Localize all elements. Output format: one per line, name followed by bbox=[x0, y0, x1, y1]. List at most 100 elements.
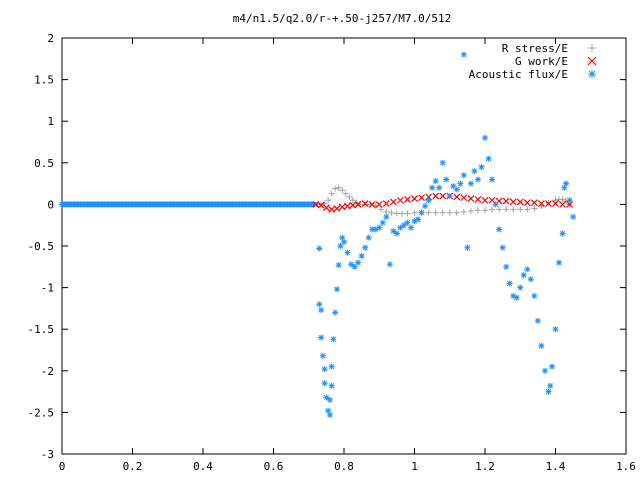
series-point-d2 bbox=[502, 197, 510, 205]
y-tick-label: -1.5 bbox=[28, 323, 55, 336]
series-point-d2 bbox=[509, 198, 517, 206]
series-point bbox=[333, 286, 340, 293]
series-point bbox=[547, 382, 554, 389]
series-point-d2 bbox=[478, 164, 485, 170]
series-acoustic-flux-e bbox=[316, 51, 577, 418]
series-point bbox=[351, 263, 358, 270]
x-tick-label: 0.8 bbox=[334, 460, 354, 473]
series-point-d2 bbox=[528, 276, 534, 282]
series-point-d2 bbox=[338, 203, 346, 211]
legend-label: R stress/E bbox=[502, 42, 568, 55]
series-point-d2 bbox=[351, 264, 358, 270]
series-point bbox=[496, 226, 503, 233]
x-tick-label: 1.4 bbox=[546, 460, 566, 473]
series-point-d2 bbox=[396, 196, 404, 204]
series-point bbox=[559, 200, 566, 208]
series-point bbox=[474, 207, 481, 214]
series-point bbox=[559, 196, 566, 203]
series-point bbox=[467, 208, 474, 215]
series-point-d2 bbox=[337, 243, 344, 249]
series-point-d2 bbox=[475, 176, 481, 183]
series-point bbox=[379, 219, 386, 226]
series-point bbox=[332, 185, 339, 192]
series-point-d2 bbox=[516, 198, 524, 206]
series-point-d2 bbox=[332, 309, 338, 316]
series-point-d2 bbox=[366, 235, 372, 241]
series-point bbox=[418, 194, 425, 202]
series-point bbox=[312, 200, 320, 208]
series-point bbox=[503, 263, 510, 270]
series-point-d2 bbox=[436, 185, 442, 191]
series-point-d2 bbox=[318, 334, 324, 341]
series-point bbox=[570, 213, 577, 220]
series-point-d2 bbox=[517, 284, 523, 291]
series-point-d2 bbox=[535, 318, 541, 324]
series-point-d2 bbox=[380, 220, 386, 226]
series-point bbox=[337, 243, 344, 249]
series-point bbox=[338, 203, 346, 211]
series-point-d2 bbox=[316, 245, 322, 252]
series-point-d2 bbox=[489, 176, 495, 183]
legend-marker-d2 bbox=[588, 70, 596, 78]
axes: 0 0.2 0.4 0.6 0.8 1 1.2 1.4 1.6 2 1.5 1 0.5 0 -0.5 -1 -1… bbox=[28, 32, 636, 473]
series-point-d2 bbox=[453, 193, 461, 201]
series-point bbox=[538, 342, 545, 349]
series-point-d2 bbox=[425, 197, 432, 203]
series-point bbox=[362, 244, 369, 251]
series-point bbox=[520, 272, 527, 279]
series-point bbox=[517, 206, 524, 213]
series-point-d2 bbox=[330, 336, 337, 342]
acoustic-flux-point-d2 bbox=[311, 201, 317, 208]
series-point-d2 bbox=[471, 168, 478, 174]
series-point-d2 bbox=[418, 194, 425, 202]
series-point bbox=[383, 213, 390, 220]
series-point-d2 bbox=[375, 200, 383, 208]
series-point bbox=[531, 292, 538, 299]
chart-title: m4/n1.5/q2.0/r-+.50-j257/M7.0/512 bbox=[233, 12, 452, 25]
series-layer bbox=[59, 51, 577, 418]
series-point-d2 bbox=[570, 214, 576, 220]
x-tick-label: 1.6 bbox=[616, 460, 636, 473]
series-point bbox=[358, 252, 365, 259]
series-point-d2 bbox=[339, 235, 345, 241]
series-point bbox=[317, 201, 325, 209]
series-point-d2 bbox=[531, 293, 537, 299]
series-point bbox=[460, 51, 467, 58]
series-point bbox=[388, 209, 395, 216]
legend-marker bbox=[588, 70, 596, 78]
series-point bbox=[436, 184, 443, 191]
series-point bbox=[496, 206, 503, 213]
series-point bbox=[318, 307, 325, 314]
series-point-d2 bbox=[318, 307, 324, 313]
series-point bbox=[489, 176, 496, 183]
series-point-d2 bbox=[524, 266, 530, 272]
y-tick-label: 0 bbox=[47, 198, 54, 211]
series-point bbox=[404, 219, 411, 226]
series-point bbox=[333, 205, 341, 212]
series-point-d2 bbox=[344, 202, 351, 210]
y-tick-label: 2 bbox=[47, 32, 54, 45]
series-point bbox=[485, 155, 492, 162]
series-point bbox=[509, 198, 517, 206]
series-point bbox=[386, 261, 393, 268]
series-point-d2 bbox=[566, 197, 573, 203]
series-point bbox=[399, 210, 406, 217]
series-point bbox=[418, 209, 425, 216]
series-point bbox=[389, 198, 397, 206]
series-point-d2 bbox=[521, 272, 527, 278]
series-point bbox=[332, 309, 339, 316]
series-point-d2 bbox=[341, 239, 347, 245]
legend-marker-d2 bbox=[587, 56, 597, 66]
series-point bbox=[556, 259, 563, 266]
series-point bbox=[499, 244, 506, 251]
series-point-d2 bbox=[327, 397, 333, 403]
series-point-d2 bbox=[387, 261, 393, 267]
series-point bbox=[545, 200, 552, 207]
series-point bbox=[411, 195, 418, 203]
series-point-d2 bbox=[503, 264, 509, 270]
series-point bbox=[349, 201, 357, 209]
series-point bbox=[524, 206, 531, 213]
x-tick-label: 1 bbox=[411, 460, 418, 473]
series-point bbox=[513, 294, 520, 301]
